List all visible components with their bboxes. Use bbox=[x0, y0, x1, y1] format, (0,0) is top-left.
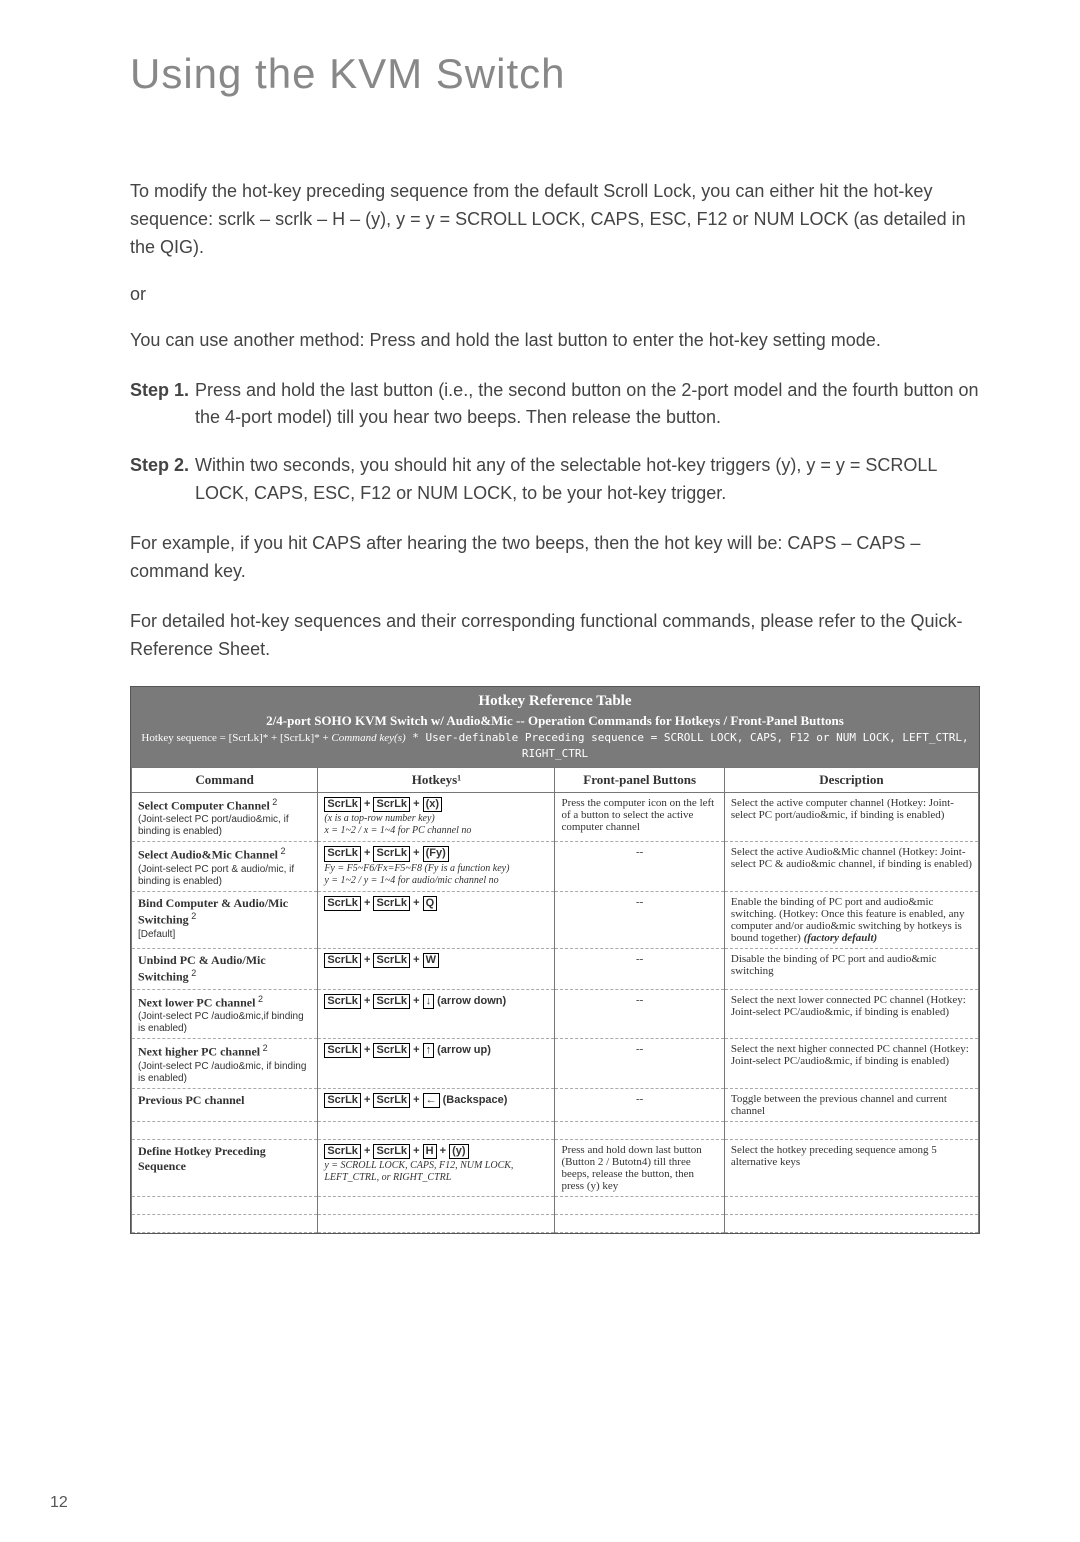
table-row: Select Audio&Mic Channel 2(Joint-select … bbox=[132, 842, 979, 892]
step-1: Step 1. Press and hold the last button (… bbox=[130, 377, 980, 433]
table-row: Next higher PC channel 2(Joint-select PC… bbox=[132, 1039, 979, 1089]
table-row: Select Computer Channel 2(Joint-select P… bbox=[132, 792, 979, 842]
table-row: Previous PC channelScrLk + ScrLk + ← (Ba… bbox=[132, 1088, 979, 1121]
desc-cell: Select the active Audio&Mic channel (Hot… bbox=[724, 842, 978, 892]
step-1-text: Press and hold the last button (i.e., th… bbox=[195, 377, 980, 433]
cmd-cell: Select Computer Channel 2(Joint-select P… bbox=[132, 792, 318, 842]
step-list: Step 1. Press and hold the last button (… bbox=[130, 377, 980, 509]
step-2-text: Within two seconds, you should hit any o… bbox=[195, 452, 980, 508]
th-description: Description bbox=[724, 767, 978, 792]
table-header-row: Command Hotkeys¹ Front-panel Buttons Des… bbox=[132, 767, 979, 792]
cmd-cell: Bind Computer & Audio/Mic Switching 2[De… bbox=[132, 891, 318, 948]
intro-paragraph-2: You can use another method: Press and ho… bbox=[130, 327, 980, 355]
front-cell: -- bbox=[555, 1039, 724, 1089]
hotkey-cell: ScrLk + ScrLk + H + (y)y = SCROLL LOCK, … bbox=[318, 1139, 555, 1196]
desc-cell: Enable the binding of PC port and audio&… bbox=[724, 891, 978, 948]
table-row bbox=[132, 1121, 979, 1139]
front-cell: -- bbox=[555, 1088, 724, 1121]
desc-cell: Select the hotkey preceding sequence amo… bbox=[724, 1139, 978, 1196]
page-title: Using the KVM Switch bbox=[130, 50, 980, 98]
hotkey-cell: ScrLk + ScrLk + ↑ (arrow up) bbox=[318, 1039, 555, 1089]
detail-paragraph: For detailed hot-key sequences and their… bbox=[130, 608, 980, 664]
table-row: Next lower PC channel 2(Joint-select PC … bbox=[132, 989, 979, 1039]
or-text: or bbox=[130, 284, 980, 305]
table-row: Unbind PC & Audio/Mic Switching 2ScrLk +… bbox=[132, 948, 979, 989]
table-row: Define Hotkey Preceding SequenceScrLk + … bbox=[132, 1139, 979, 1196]
th-command: Command bbox=[132, 767, 318, 792]
hotkey-reference-table: Hotkey Reference Table 2/4-port SOHO KVM… bbox=[130, 686, 980, 1234]
table-row bbox=[132, 1214, 979, 1232]
table-row bbox=[132, 1196, 979, 1214]
example-paragraph: For example, if you hit CAPS after heari… bbox=[130, 530, 980, 586]
hotkey-cell: ScrLk + ScrLk + ← (Backspace) bbox=[318, 1088, 555, 1121]
hotkey-table: Command Hotkeys¹ Front-panel Buttons Des… bbox=[131, 767, 979, 1233]
step-2: Step 2. Within two seconds, you should h… bbox=[130, 452, 980, 508]
ref-table-seq: Hotkey sequence = [ScrLk]* + [ScrLk]* + … bbox=[139, 730, 971, 763]
step-1-label: Step 1. bbox=[130, 377, 189, 433]
ref-table-title: Hotkey Reference Table bbox=[139, 691, 971, 712]
th-front-panel: Front-panel Buttons bbox=[555, 767, 724, 792]
step-2-label: Step 2. bbox=[130, 452, 189, 508]
front-cell: Press the computer icon on the left of a… bbox=[555, 792, 724, 842]
front-cell: -- bbox=[555, 842, 724, 892]
cmd-cell: Next higher PC channel 2(Joint-select PC… bbox=[132, 1039, 318, 1089]
ref-table-subtitle: 2/4-port SOHO KVM Switch w/ Audio&Mic --… bbox=[139, 712, 971, 730]
front-cell: -- bbox=[555, 948, 724, 989]
ref-table-header: Hotkey Reference Table 2/4-port SOHO KVM… bbox=[131, 687, 979, 767]
cmd-cell: Next lower PC channel 2(Joint-select PC … bbox=[132, 989, 318, 1039]
front-cell: -- bbox=[555, 891, 724, 948]
cmd-cell: Unbind PC & Audio/Mic Switching 2 bbox=[132, 948, 318, 989]
desc-cell: Select the next lower connected PC chann… bbox=[724, 989, 978, 1039]
hotkey-cell: ScrLk + ScrLk + ↓ (arrow down) bbox=[318, 989, 555, 1039]
th-hotkeys: Hotkeys¹ bbox=[318, 767, 555, 792]
hotkey-cell: ScrLk + ScrLk + (x)(x is a top-row numbe… bbox=[318, 792, 555, 842]
page-number: 12 bbox=[50, 1494, 68, 1512]
table-row: Bind Computer & Audio/Mic Switching 2[De… bbox=[132, 891, 979, 948]
front-cell: Press and hold down last button (Button … bbox=[555, 1139, 724, 1196]
hotkey-cell: ScrLk + ScrLk + Q bbox=[318, 891, 555, 948]
desc-cell: Toggle between the previous channel and … bbox=[724, 1088, 978, 1121]
cmd-cell: Select Audio&Mic Channel 2(Joint-select … bbox=[132, 842, 318, 892]
front-cell: -- bbox=[555, 989, 724, 1039]
hotkey-cell: ScrLk + ScrLk + W bbox=[318, 948, 555, 989]
hotkey-cell: ScrLk + ScrLk + (Fy)Fy = F5~F6/Fx=F5~F8 … bbox=[318, 842, 555, 892]
desc-cell: Select the active computer channel (Hotk… bbox=[724, 792, 978, 842]
desc-cell: Disable the binding of PC port and audio… bbox=[724, 948, 978, 989]
cmd-cell: Previous PC channel bbox=[132, 1088, 318, 1121]
intro-paragraph-1: To modify the hot-key preceding sequence… bbox=[130, 178, 980, 262]
desc-cell: Select the next higher connected PC chan… bbox=[724, 1039, 978, 1089]
cmd-cell: Define Hotkey Preceding Sequence bbox=[132, 1139, 318, 1196]
